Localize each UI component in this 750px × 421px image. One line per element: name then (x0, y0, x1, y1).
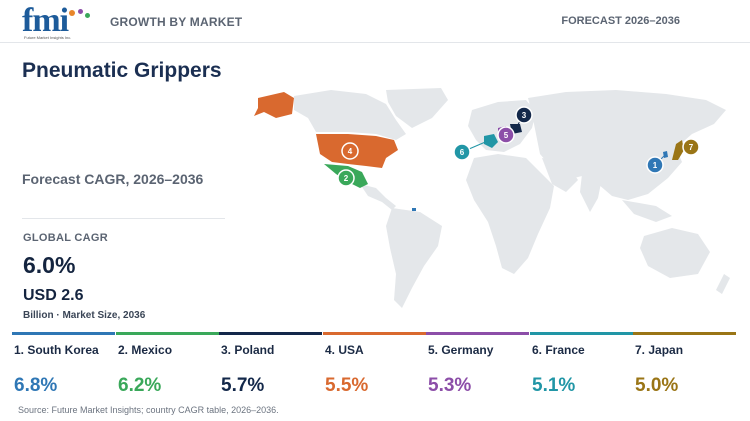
france-shape (484, 134, 498, 148)
country-card-mexico[interactable]: 2. Mexico 6.2% (116, 332, 219, 402)
marker-usa[interactable]: 4 (341, 142, 359, 160)
country-card-poland[interactable]: 3. Poland 5.7% (219, 332, 322, 402)
country-name: 4. USA (325, 343, 364, 357)
marker-usa-label: 4 (348, 147, 353, 156)
global-cagr-value: 6.0% (23, 252, 76, 278)
country-card-south-korea[interactable]: 1. South Korea 6.8% (12, 332, 115, 402)
country-cagr: 6.8% (14, 375, 58, 396)
alaska-shape (254, 92, 294, 118)
se-asia-shape (622, 200, 672, 222)
arabia-shape (542, 158, 578, 192)
map-land (294, 88, 730, 308)
world-map: 4 2 3 5 6 1 7 (254, 88, 730, 308)
logo-text: fmi (22, 2, 69, 39)
marker-germany[interactable]: 5 (497, 126, 515, 144)
market-size-note: Billion · Market Size, 2036 (23, 310, 146, 321)
country-name: 2. Mexico (118, 343, 173, 357)
central-america-shape (360, 184, 396, 210)
country-name: 7. Japan (635, 343, 684, 357)
logo-dot-orange (69, 10, 75, 16)
marker-france-label: 6 (460, 148, 465, 157)
india-shape (580, 174, 602, 212)
country-card-usa[interactable]: 4. USA 5.5% (323, 332, 426, 402)
japan-shape (672, 140, 684, 160)
country-cagr: 5.3% (428, 375, 472, 396)
country-color-bar (323, 332, 426, 335)
country-color-bar (219, 332, 322, 335)
fmi-logo[interactable]: fmi Future Market Insights Inc. (22, 2, 92, 42)
country-name: 3. Poland (221, 343, 275, 357)
marker-mexico[interactable]: 2 (337, 169, 355, 187)
country-color-bar (633, 332, 736, 335)
country-color-bar (530, 332, 633, 335)
marker-south-korea[interactable]: 1 (646, 156, 664, 174)
divider (22, 218, 225, 219)
source-note: Source: Future Market Insights; country … (18, 405, 279, 415)
logo-dot-purple (78, 9, 83, 14)
marker-japan-label: 7 (689, 143, 694, 152)
marker-poland-label: 3 (522, 111, 527, 120)
forecast-range-label: FORECAST 2026–2036 (561, 15, 680, 27)
growth-by-market-label: GROWTH BY MARKET (110, 15, 243, 29)
marker-japan[interactable]: 7 (682, 138, 700, 156)
country-color-bar (116, 332, 219, 335)
header: fmi Future Market Insights Inc. GROWTH B… (0, 0, 750, 43)
country-cagr: 6.2% (118, 375, 162, 396)
country-card-japan[interactable]: 7. Japan 5.0% (633, 332, 736, 402)
country-cagr: 5.7% (221, 375, 265, 396)
country-cagr-strip: 1. South Korea 6.8% 2. Mexico 6.2% 3. Po… (12, 332, 738, 402)
country-name: 5. Germany (428, 343, 494, 357)
uk-shape (476, 124, 484, 140)
canada-shape (294, 90, 406, 140)
marker-south-korea-label: 1 (653, 161, 658, 170)
country-cagr: 5.1% (532, 375, 576, 396)
country-cagr: 5.5% (325, 375, 369, 396)
new-zealand-shape (716, 274, 730, 294)
global-cagr-label: GLOBAL CAGR (23, 232, 108, 244)
country-card-france[interactable]: 6. France 5.1% (530, 332, 633, 402)
marker-germany-label: 5 (504, 131, 509, 140)
africa-shape (466, 154, 554, 274)
country-color-bar (12, 332, 115, 335)
country-card-germany[interactable]: 5. Germany 5.3% (426, 332, 529, 402)
marker-france[interactable]: 6 (453, 143, 471, 161)
market-size-value: USD 2.6 (23, 287, 84, 304)
forecast-cagr-label: Forecast CAGR, 2026–2036 (22, 171, 204, 187)
country-cagr: 5.0% (635, 375, 679, 396)
marker-mexico-label: 2 (344, 174, 349, 183)
country-name: 6. France (532, 343, 585, 357)
greenland-shape (386, 88, 448, 128)
south-america-shape (386, 208, 442, 308)
page-title: Pneumatic Grippers (22, 59, 222, 82)
logo-subtext: Future Market Insights Inc. (24, 35, 72, 40)
asia-shape (528, 90, 726, 200)
marker-poland[interactable]: 3 (515, 106, 533, 124)
logo-dot-green (85, 13, 90, 18)
country-color-bar (426, 332, 529, 335)
country-name: 1. South Korea (14, 343, 99, 357)
puerto-rico-shape (412, 208, 416, 211)
australia-shape (640, 228, 710, 278)
